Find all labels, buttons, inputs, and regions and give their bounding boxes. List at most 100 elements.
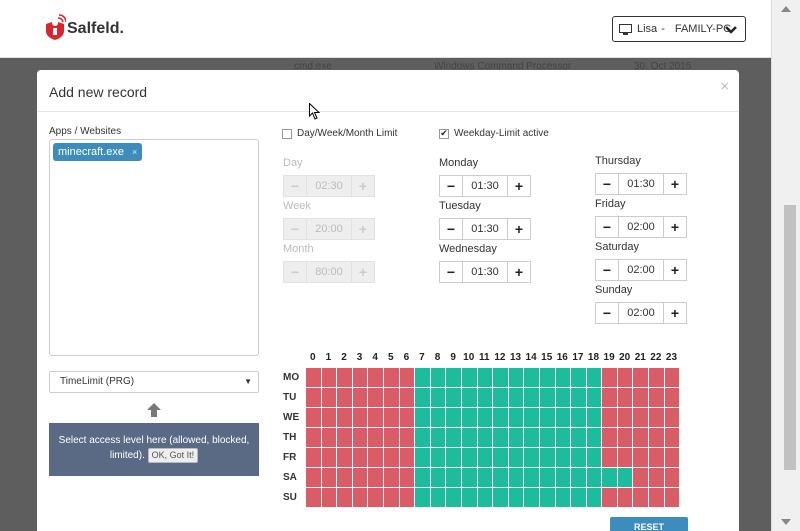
friday-value[interactable]: 02:00 <box>619 216 663 238</box>
decrement-button[interactable]: − <box>439 175 463 197</box>
schedule-cell[interactable] <box>633 488 650 508</box>
schedule-cell[interactable] <box>664 388 681 408</box>
sunday-value[interactable]: 02:00 <box>619 302 663 324</box>
increment-button[interactable]: + <box>507 175 531 197</box>
schedule-cell[interactable] <box>306 448 322 468</box>
schedule-cell[interactable] <box>306 408 322 428</box>
schedule-cell[interactable] <box>430 428 447 448</box>
schedule-cell[interactable] <box>617 428 634 448</box>
schedule-cell[interactable] <box>633 448 650 468</box>
schedule-cell[interactable] <box>649 388 665 408</box>
schedule-cell[interactable] <box>617 408 634 428</box>
schedule-cell[interactable] <box>617 448 634 468</box>
schedule-cell[interactable] <box>368 408 384 428</box>
schedule-cell[interactable] <box>493 488 509 508</box>
user-computer-select[interactable]: Lisa - FAMILY-PC <box>612 16 746 42</box>
schedule-cell[interactable] <box>352 468 369 488</box>
schedule-cell[interactable] <box>415 388 431 408</box>
schedule-cell[interactable] <box>477 408 494 428</box>
schedule-cell[interactable] <box>539 468 556 488</box>
schedule-cell[interactable] <box>493 368 509 388</box>
schedule-cell[interactable] <box>321 468 338 488</box>
schedule-cell[interactable] <box>477 488 494 508</box>
schedule-cell[interactable] <box>539 388 556 408</box>
schedule-cell[interactable] <box>493 448 509 468</box>
schedule-cell[interactable] <box>337 388 353 408</box>
schedule-cell[interactable] <box>602 488 618 508</box>
schedule-cell[interactable] <box>399 448 416 468</box>
schedule-cell[interactable] <box>368 448 384 468</box>
schedule-cell[interactable] <box>493 388 509 408</box>
schedule-cell[interactable] <box>555 468 572 488</box>
saturday-value[interactable]: 02:00 <box>619 259 663 281</box>
schedule-cell[interactable] <box>415 468 431 488</box>
schedule-cell[interactable] <box>430 468 447 488</box>
schedule-cell[interactable] <box>664 468 681 488</box>
schedule-cell[interactable] <box>586 388 603 408</box>
scroll-thumb[interactable] <box>784 205 796 470</box>
schedule-cell[interactable] <box>352 368 369 388</box>
decrement-button[interactable]: − <box>439 261 463 283</box>
schedule-cell[interactable] <box>524 368 540 388</box>
apps-input[interactable]: minecraft.exe × <box>49 139 259 356</box>
schedule-cell[interactable] <box>602 428 618 448</box>
schedule-cell[interactable] <box>399 488 416 508</box>
schedule-cell[interactable] <box>633 368 650 388</box>
scroll-up-icon[interactable] <box>781 6 791 12</box>
schedule-cell[interactable] <box>430 488 447 508</box>
schedule-cell[interactable] <box>539 428 556 448</box>
schedule-cell[interactable] <box>539 408 556 428</box>
schedule-cell[interactable] <box>415 428 431 448</box>
schedule-cell[interactable] <box>524 388 540 408</box>
schedule-cell[interactable] <box>586 488 603 508</box>
schedule-cell[interactable] <box>430 388 447 408</box>
schedule-cell[interactable] <box>493 408 509 428</box>
scroll-down-icon[interactable] <box>781 519 791 525</box>
schedule-cell[interactable] <box>633 388 650 408</box>
schedule-cell[interactable] <box>461 408 478 428</box>
increment-button[interactable]: + <box>663 173 687 195</box>
schedule-cell[interactable] <box>399 408 416 428</box>
increment-button[interactable]: + <box>663 259 687 281</box>
schedule-cell[interactable] <box>664 428 681 448</box>
schedule-cell[interactable] <box>555 428 572 448</box>
schedule-cell[interactable] <box>321 428 338 448</box>
schedule-cell[interactable] <box>539 488 556 508</box>
schedule-cell[interactable] <box>602 388 618 408</box>
schedule-cell[interactable] <box>383 488 400 508</box>
schedule-cell[interactable] <box>602 448 618 468</box>
schedule-cell[interactable] <box>477 428 494 448</box>
schedule-cell[interactable] <box>321 448 338 468</box>
schedule-cell[interactable] <box>555 408 572 428</box>
schedule-cell[interactable] <box>571 468 587 488</box>
schedule-cell[interactable] <box>477 368 494 388</box>
schedule-cell[interactable] <box>352 388 369 408</box>
schedule-cell[interactable] <box>337 488 353 508</box>
schedule-cell[interactable] <box>508 468 525 488</box>
day-week-month-checkbox[interactable]: Day/Week/Month Limit <box>282 128 397 139</box>
schedule-cell[interactable] <box>399 428 416 448</box>
schedule-cell[interactable] <box>383 408 400 428</box>
schedule-cell[interactable] <box>321 368 338 388</box>
increment-button[interactable]: + <box>507 218 531 240</box>
schedule-cell[interactable] <box>430 368 447 388</box>
schedule-cell[interactable] <box>368 428 384 448</box>
schedule-cell[interactable] <box>352 428 369 448</box>
schedule-cell[interactable] <box>524 468 540 488</box>
schedule-cell[interactable] <box>555 488 572 508</box>
schedule-cell[interactable] <box>306 488 322 508</box>
schedule-cell[interactable] <box>383 388 400 408</box>
schedule-cell[interactable] <box>461 428 478 448</box>
thursday-value[interactable]: 01:30 <box>619 173 663 195</box>
schedule-cell[interactable] <box>446 368 462 388</box>
schedule-cell[interactable] <box>337 468 353 488</box>
schedule-cell[interactable] <box>415 368 431 388</box>
schedule-cell[interactable] <box>664 368 681 388</box>
schedule-cell[interactable] <box>461 388 478 408</box>
schedule-cell[interactable] <box>368 388 384 408</box>
schedule-cell[interactable] <box>337 448 353 468</box>
schedule-cell[interactable] <box>586 468 603 488</box>
schedule-cell[interactable] <box>415 488 431 508</box>
access-level-select[interactable]: TimeLimit (PRG) ▼ <box>49 371 259 393</box>
schedule-cell[interactable] <box>337 428 353 448</box>
